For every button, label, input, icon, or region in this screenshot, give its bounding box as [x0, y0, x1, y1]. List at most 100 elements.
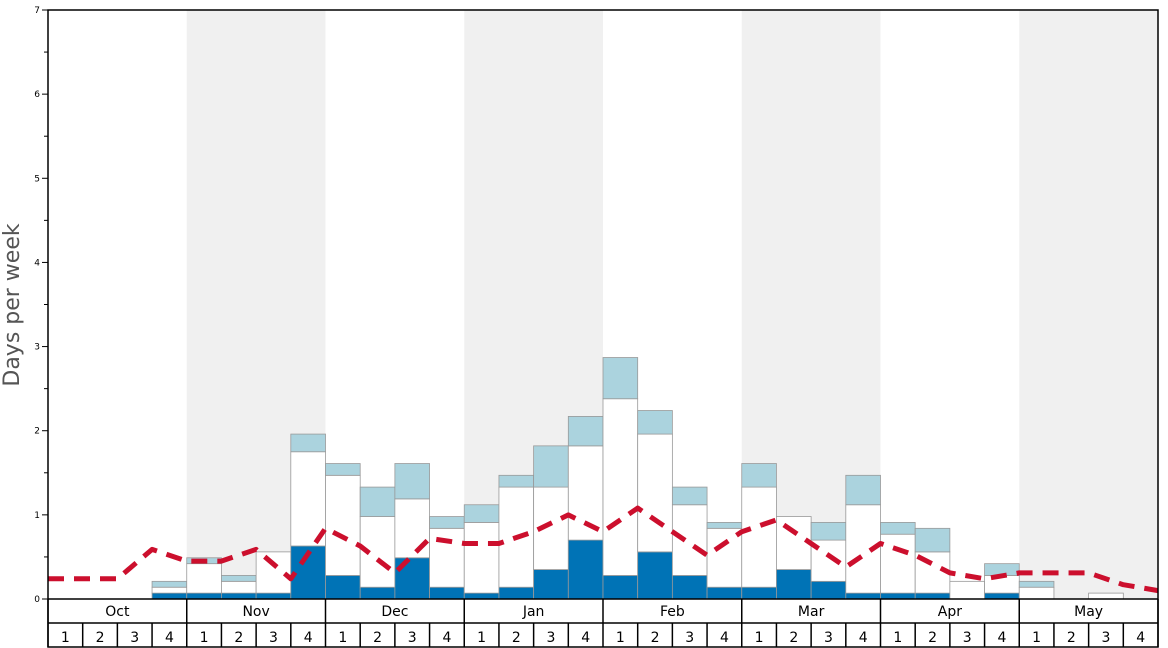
week-label: 3	[963, 630, 972, 646]
bar-dark-14	[533, 569, 569, 600]
week-label: 2	[512, 630, 521, 646]
y-tick-label: 5	[34, 174, 40, 184]
bar-light-16	[602, 357, 639, 400]
bar-dark-12	[463, 592, 500, 600]
bar-white-8	[325, 474, 361, 576]
y-tick-label: 7	[34, 6, 40, 16]
week-label: 3	[685, 630, 694, 646]
bar-dark-11	[429, 586, 465, 600]
bar-light-8	[325, 463, 361, 476]
bar-white-19	[706, 527, 743, 588]
week-label: 4	[1136, 630, 1145, 646]
bar-white-3	[151, 586, 188, 594]
bar-dark-22	[810, 580, 847, 600]
bar-white-18	[671, 504, 708, 576]
bar-dark-24	[880, 592, 916, 600]
week-label: 3	[1102, 630, 1111, 646]
y-tick-label: 4	[34, 258, 40, 268]
week-label: 2	[651, 630, 660, 646]
bar-white-17	[637, 433, 673, 553]
bar-light-19	[706, 522, 743, 529]
bar-white-7	[290, 451, 326, 547]
bar-dark-19	[706, 586, 743, 600]
week-label: 1	[477, 630, 486, 646]
bar-light-11	[429, 516, 465, 529]
week-label: 2	[928, 630, 937, 646]
y-tick-label: 6	[34, 90, 40, 100]
bar-dark-4	[186, 592, 222, 600]
bar-dark-20	[741, 586, 777, 600]
bar-dark-16	[602, 575, 639, 600]
bar-white-12	[463, 522, 500, 594]
month-label-apr: Apr	[938, 604, 962, 620]
bar-dark-8	[325, 575, 361, 600]
y-axis-title: Days per week	[0, 223, 25, 386]
month-label-oct: Oct	[105, 604, 130, 620]
bar-dark-10	[394, 557, 430, 600]
bar-light-7	[290, 433, 326, 453]
bar-light-13	[498, 474, 535, 488]
week-label: 4	[859, 630, 868, 646]
bar-dark-3	[151, 592, 188, 600]
week-label: 3	[547, 630, 556, 646]
bar-dark-23	[845, 592, 881, 600]
bar-white-16	[602, 398, 639, 576]
bar-light-23	[845, 474, 881, 506]
bar-light-15	[567, 416, 604, 447]
week-label: 1	[338, 630, 347, 646]
bar-light-5	[221, 575, 257, 582]
week-label: 3	[408, 630, 417, 646]
month-label-jan: Jan	[522, 604, 545, 620]
week-label: 4	[997, 630, 1006, 646]
bar-light-3	[151, 580, 188, 588]
bar-light-9	[359, 486, 396, 517]
week-label: 2	[789, 630, 798, 646]
bar-dark-25	[914, 592, 951, 600]
month-label-may: May	[1074, 604, 1103, 620]
week-label: 3	[130, 630, 139, 646]
bar-dark-13	[498, 586, 535, 600]
y-tick-label: 0	[34, 595, 40, 605]
bar-light-28	[1018, 580, 1055, 588]
y-tick-label: 3	[34, 343, 40, 353]
bar-light-10	[394, 463, 430, 500]
bar-white-21	[776, 516, 812, 570]
week-label: 1	[755, 630, 764, 646]
week-label: 3	[269, 630, 278, 646]
bar-dark-21	[776, 569, 812, 600]
bar-dark-9	[359, 586, 396, 600]
bar-light-12	[463, 504, 500, 523]
bar-white-4	[186, 563, 222, 594]
week-label: 2	[234, 630, 243, 646]
week-label: 1	[1032, 630, 1041, 646]
week-label: 1	[61, 630, 70, 646]
y-axis: 0 1 2 3 4 5 6 7	[34, 6, 48, 605]
trend-line	[48, 505, 1159, 594]
month-shading	[186, 10, 1158, 599]
bar-light-18	[671, 486, 708, 506]
bar-light-22	[810, 522, 847, 541]
week-label: 4	[442, 630, 451, 646]
bar-dark-17	[637, 551, 673, 600]
month-label-feb: Feb	[660, 604, 685, 620]
month-label-nov: Nov	[242, 604, 269, 620]
bar-dark-18	[671, 575, 708, 600]
week-label: 4	[581, 630, 590, 646]
week-label: 1	[200, 630, 209, 646]
week-label: 2	[96, 630, 105, 646]
bar-white-10	[394, 498, 430, 559]
week-label: 1	[616, 630, 625, 646]
bar-light-17	[637, 410, 673, 435]
week-label: 4	[304, 630, 313, 646]
bar-light-24	[880, 522, 916, 535]
week-label: 2	[1067, 630, 1076, 646]
bar-dark-27	[984, 592, 1020, 600]
bar-dark-6	[255, 592, 292, 600]
week-label: 1	[893, 630, 902, 646]
bar-white-11	[429, 527, 465, 588]
bar-dark-15	[567, 539, 604, 600]
week-label: 2	[373, 630, 382, 646]
y-tick-label: 1	[34, 511, 40, 521]
bar-dark-5	[221, 592, 257, 600]
